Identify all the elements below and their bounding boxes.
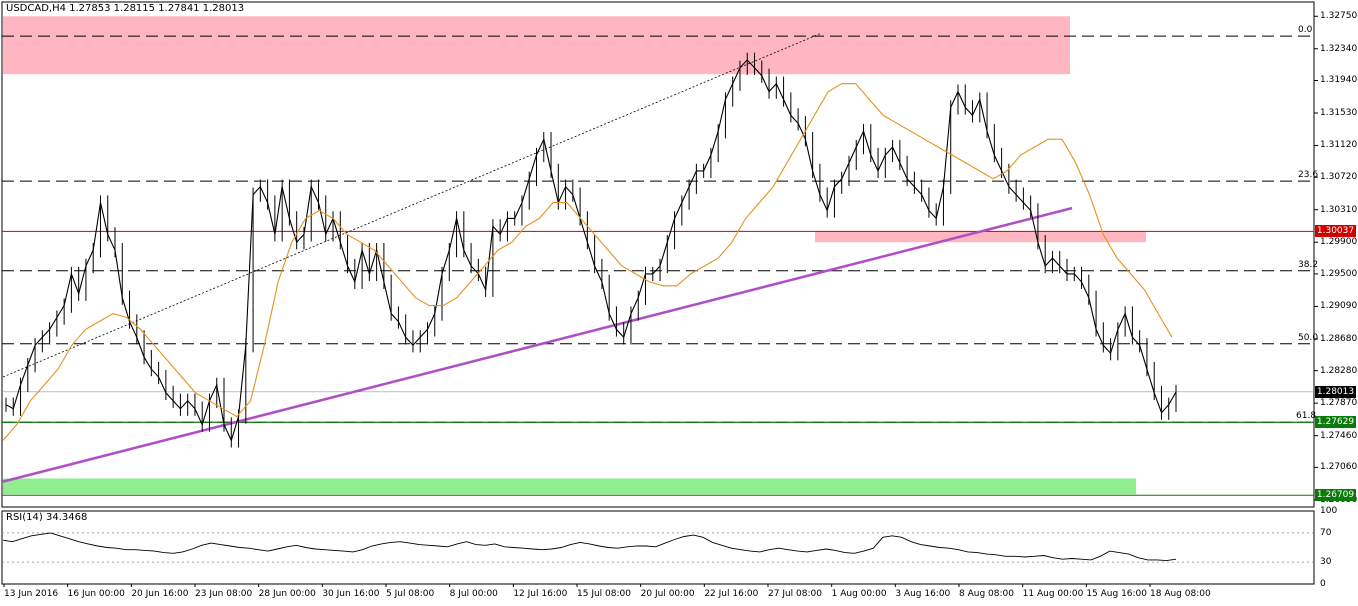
- price-tick-label: 1.28680: [1320, 333, 1358, 344]
- time-tick-label: 27 Jul 08:00: [768, 589, 822, 599]
- price-tick-label: 1.27060: [1320, 462, 1358, 473]
- supply-zone-mid: [815, 231, 1146, 243]
- price-tick-label: 1.29900: [1320, 237, 1358, 248]
- time-tick-label: 22 Jul 16:00: [704, 589, 759, 599]
- time-tick-label: 18 Aug 08:00: [1150, 589, 1211, 599]
- rsi-series: [2, 532, 1177, 562]
- price-tick-label: 1.27460: [1320, 430, 1358, 441]
- time-tick-label: 16 Jun 00:00: [67, 589, 125, 599]
- time-tick-label: 15 Jul 08:00: [577, 589, 631, 599]
- time-tick-label: 28 Jun 00:00: [258, 589, 316, 599]
- fib-label-0: 0.0: [1298, 25, 1313, 36]
- rsi-tick-label: 30: [1320, 557, 1332, 568]
- price-tick-label: 1.32340: [1320, 43, 1358, 54]
- moving-average-series: [2, 83, 1173, 441]
- time-tick-label: 3 Aug 16:00: [895, 589, 951, 599]
- price-tick-label: 1.31120: [1320, 140, 1358, 151]
- main-panel: [1, 1, 1318, 508]
- rsi-tick-label: 100: [1320, 506, 1338, 516]
- time-tick-label: 30 Jun 16:00: [322, 589, 380, 599]
- time-tick-label: 15 Aug 16:00: [1086, 589, 1148, 599]
- demand-zone: [3, 478, 1136, 495]
- price-tick-label: 1.28280: [1320, 365, 1358, 376]
- trend-line: [2, 206, 1073, 483]
- fib-label-61: 61.8: [1296, 411, 1317, 422]
- time-tick-label: 20 Jul 00:00: [640, 589, 695, 599]
- time-tick-label: 13 Jun 2016: [4, 589, 59, 599]
- time-tick-label: 8 Aug 08:00: [959, 589, 1014, 599]
- chart-title: USDCAD,H4 1.27853 1.28115 1.27841 1.2801…: [6, 3, 245, 14]
- fib-label-23: 23.6: [1298, 170, 1319, 181]
- rsi-tick-label: 0: [1320, 579, 1326, 589]
- price-tick-label: 1.32750: [1320, 11, 1358, 22]
- time-tick-label: 1 Aug 00:00: [831, 589, 887, 599]
- resistance-price-box: 1.30037: [1315, 225, 1356, 238]
- price-tick-label: 1.27870: [1320, 398, 1358, 409]
- time-tick-label: 12 Jul 16:00: [513, 589, 568, 599]
- price-tick-label: 1.31530: [1320, 107, 1358, 118]
- price-tick-label: 1.29090: [1320, 301, 1358, 312]
- fib-label-50: 50.0: [1298, 332, 1319, 343]
- rsi-frame: [1, 510, 1315, 585]
- price-series: [5, 59, 1177, 442]
- price-tick-label: 1.29500: [1320, 268, 1358, 279]
- support-price-box: 1.27629: [1315, 416, 1356, 429]
- current-price-box: 1.28013: [1315, 385, 1356, 398]
- price-tick-label: 1.30720: [1320, 172, 1358, 183]
- time-tick-label: 23 Jun 08:00: [195, 589, 253, 599]
- price-tick-label: 1.31940: [1320, 75, 1358, 86]
- time-tick-label: 11 Aug 00:00: [1022, 589, 1084, 599]
- time-tick-label: 5 Jul 08:00: [386, 589, 435, 599]
- rsi-panel: [1, 510, 1315, 587]
- low-zone-price-box: 1.26709: [1315, 489, 1356, 502]
- time-tick-label: 8 Jul 00:00: [449, 589, 498, 599]
- time-tick-label: 20 Jun 16:00: [131, 589, 189, 599]
- rsi-tick-label: 70: [1320, 527, 1332, 538]
- fib-label-38: 38.2: [1298, 259, 1319, 270]
- rsi-label: RSI(14) 34.3468: [6, 512, 88, 523]
- supply-zone-top: [3, 16, 1070, 75]
- price-tick-label: 1.30310: [1320, 204, 1358, 215]
